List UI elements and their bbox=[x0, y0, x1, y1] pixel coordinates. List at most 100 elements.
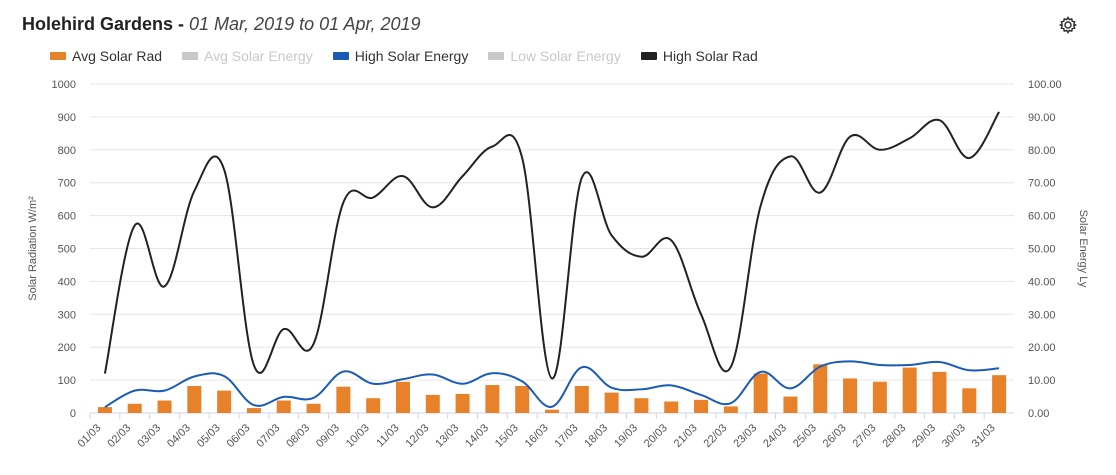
x-tick-label: 31/03 bbox=[970, 422, 998, 450]
bar bbox=[962, 388, 977, 413]
x-tick-label: 09/03 bbox=[314, 422, 342, 450]
x-tick-label: 17/03 bbox=[553, 422, 581, 450]
y-left-tick-label: 600 bbox=[58, 211, 76, 223]
y-right-tick-label: 90.00 bbox=[1028, 112, 1056, 124]
y-right-axis-title: Solar Energy Ly bbox=[1077, 210, 1089, 288]
y-left-tick-label: 900 bbox=[58, 112, 76, 124]
legend-swatch bbox=[640, 52, 657, 60]
legend-item[interactable]: Avg Solar Energy bbox=[182, 48, 313, 64]
x-tick-label: 08/03 bbox=[284, 422, 312, 450]
chart-legend: Avg Solar Rad Avg Solar Energy High Solar … bbox=[50, 48, 778, 64]
x-tick-label: 10/03 bbox=[344, 422, 372, 450]
bar bbox=[276, 400, 291, 413]
x-tick-label: 07/03 bbox=[254, 422, 282, 450]
legend-item[interactable]: Low Solar Energy bbox=[488, 48, 621, 64]
y-right-tick-label: 70.00 bbox=[1028, 178, 1056, 190]
legend-swatch bbox=[50, 52, 66, 60]
y-left-tick-label: 1000 bbox=[52, 79, 76, 91]
chart-header: Holehird Gardens - 01 Mar, 2019 to 01 Ap… bbox=[22, 14, 421, 35]
bar bbox=[872, 381, 887, 413]
x-tick-label: 04/03 bbox=[165, 422, 193, 450]
legend-label: Low Solar Energy bbox=[510, 48, 621, 64]
x-tick-label: 05/03 bbox=[195, 422, 223, 450]
y-left-tick-label: 800 bbox=[58, 145, 76, 157]
y-left-tick-label: 500 bbox=[58, 244, 76, 256]
y-left-tick-label: 0 bbox=[70, 408, 76, 420]
x-tick-label: 21/03 bbox=[672, 422, 700, 450]
x-tick-label: 06/03 bbox=[225, 422, 253, 450]
title-separator: - bbox=[173, 14, 190, 34]
bar bbox=[723, 406, 738, 413]
series-line bbox=[104, 360, 1000, 408]
x-tick-label: 19/03 bbox=[612, 422, 640, 450]
x-tick-label: 20/03 bbox=[642, 422, 670, 450]
x-tick-label: 28/03 bbox=[880, 422, 908, 450]
station-name: Holehird Gardens bbox=[22, 14, 174, 34]
bar bbox=[306, 403, 321, 413]
legend-item[interactable]: High Solar Rad bbox=[640, 48, 758, 64]
bar bbox=[753, 373, 768, 413]
series-line bbox=[103, 111, 1000, 380]
x-tick-label: 22/03 bbox=[702, 422, 730, 450]
bar bbox=[574, 386, 589, 413]
bar bbox=[485, 385, 500, 413]
x-tick-label: 23/03 bbox=[731, 422, 759, 450]
bar bbox=[902, 367, 917, 413]
x-tick-label: 01/03 bbox=[76, 422, 104, 450]
bar bbox=[545, 409, 559, 413]
y-left-axis-title: Solar Radiation W/m² bbox=[27, 196, 39, 301]
y-right-tick-label: 10.00 bbox=[1028, 375, 1056, 387]
bar bbox=[664, 401, 679, 413]
y-left-tick-label: 300 bbox=[58, 309, 76, 321]
y-right-tick-label: 80.00 bbox=[1028, 145, 1056, 157]
bar bbox=[366, 398, 381, 413]
bar bbox=[97, 407, 112, 413]
bar bbox=[604, 392, 619, 413]
bar bbox=[694, 399, 709, 413]
legend-label: High Solar Energy bbox=[354, 48, 469, 64]
x-tick-label: 27/03 bbox=[851, 422, 879, 450]
legend-item[interactable]: Avg Solar Rad bbox=[50, 48, 162, 64]
x-tick-label: 15/03 bbox=[493, 422, 521, 450]
bar bbox=[515, 386, 530, 413]
bar bbox=[157, 400, 172, 413]
y-right-tick-label: 0.00 bbox=[1028, 408, 1049, 420]
gear-icon[interactable] bbox=[1058, 15, 1078, 35]
bar bbox=[395, 381, 410, 413]
bar bbox=[455, 393, 470, 413]
bar bbox=[783, 396, 798, 413]
bar bbox=[932, 371, 947, 413]
y-right-tick-label: 30.00 bbox=[1028, 309, 1056, 321]
legend-swatch bbox=[182, 52, 199, 60]
x-tick-label: 03/03 bbox=[135, 422, 163, 450]
x-tick-label: 29/03 bbox=[910, 422, 938, 450]
bar bbox=[127, 403, 142, 413]
bar bbox=[187, 386, 202, 413]
y-left-tick-label: 400 bbox=[58, 276, 76, 288]
y-left-tick-label: 200 bbox=[58, 342, 76, 354]
x-tick-label: 25/03 bbox=[791, 422, 819, 450]
y-right-tick-label: 20.00 bbox=[1028, 342, 1056, 354]
bar bbox=[425, 394, 440, 413]
bar bbox=[843, 378, 858, 413]
date-range: 01 Mar, 2019 to 01 Apr, 2019 bbox=[189, 14, 421, 34]
bar bbox=[217, 390, 232, 413]
y-left-tick-label: 700 bbox=[58, 178, 76, 190]
x-tick-label: 30/03 bbox=[940, 422, 968, 450]
x-tick-label: 24/03 bbox=[761, 422, 789, 450]
legend-swatch bbox=[332, 52, 349, 60]
bar bbox=[634, 398, 649, 413]
bar bbox=[336, 386, 351, 413]
y-right-tick-label: 100.00 bbox=[1028, 79, 1062, 91]
legend-item[interactable]: High Solar Energy bbox=[332, 48, 469, 64]
x-tick-label: 18/03 bbox=[582, 422, 610, 450]
legend-label: Avg Solar Rad bbox=[72, 48, 163, 64]
x-tick-label: 11/03 bbox=[374, 422, 401, 449]
y-left-tick-label: 100 bbox=[58, 375, 76, 387]
x-tick-label: 26/03 bbox=[821, 422, 849, 450]
legend-swatch bbox=[488, 52, 505, 60]
x-tick-label: 02/03 bbox=[105, 422, 133, 450]
y-right-tick-label: 50.00 bbox=[1028, 244, 1056, 256]
y-right-tick-label: 60.00 bbox=[1028, 211, 1056, 223]
